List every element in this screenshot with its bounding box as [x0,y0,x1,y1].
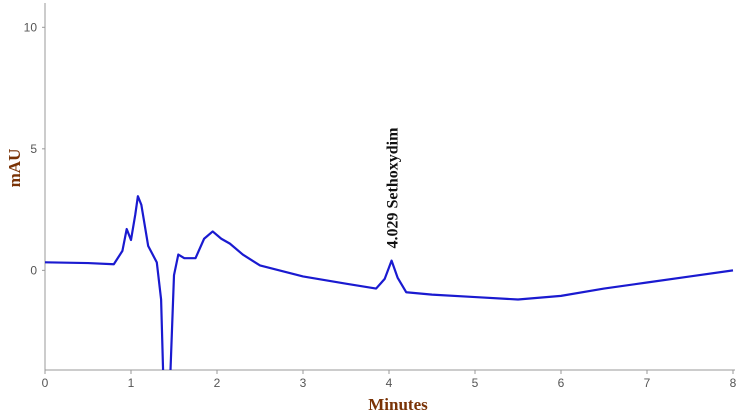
x-tick-label: 5 [472,376,479,390]
signal-line [45,195,734,370]
x-tick-label: 0 [42,376,49,390]
y-tick-label: 5 [30,142,37,156]
x-tick-label: 2 [214,376,221,390]
y-tick-label: 0 [30,263,37,277]
y-axis-title: mAU [5,149,24,188]
plot-area [45,195,734,370]
x-tick-label: 7 [644,376,651,390]
x-tick-label: 6 [558,376,565,390]
x-tick-label: 1 [128,376,135,390]
peak-annotation: 4.029 Sethoxydim [384,127,401,249]
x-tick-label: 4 [386,376,393,390]
x-tick-label: 3 [300,376,307,390]
y-tick-label: 10 [24,20,38,34]
x-axis-title: Minutes [368,395,428,414]
x-tick-label: 8 [730,376,737,390]
